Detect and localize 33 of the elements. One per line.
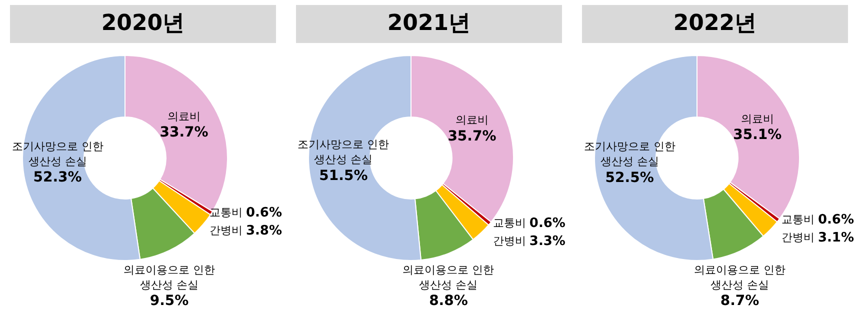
data-label: 52.5%	[605, 170, 654, 186]
data-label: 33.7%	[160, 124, 208, 141]
slice-label: 간병비	[781, 231, 814, 244]
data-label: 0.6%	[246, 205, 282, 220]
slice-label: 조기사망으로 인한 생산성 손실	[584, 140, 676, 168]
data-label: 35.1%	[733, 127, 782, 144]
chart-title: 2021년	[296, 5, 562, 43]
slice-label: 교통비	[209, 206, 242, 219]
data-label: 8.8%	[429, 293, 468, 310]
chart-title: 2022년	[582, 5, 848, 43]
data-label: 35.7%	[448, 128, 496, 144]
data-label: 8.7%	[720, 293, 760, 310]
slice-label: 의료비	[740, 112, 774, 126]
data-label: 0.6%	[818, 212, 854, 228]
slice-label: 조기사망으로 인한 생산성 손실	[298, 138, 390, 166]
slice-label: 의료이용으로 인한 생산성 손실	[124, 263, 216, 292]
data-label: 52.3%	[33, 170, 82, 186]
slice-label: 간병비	[209, 224, 242, 237]
slice-label: 간병비	[492, 234, 526, 248]
data-label: 3.3%	[529, 234, 566, 249]
data-label: 0.6%	[529, 216, 566, 231]
data-label: 9.5%	[150, 293, 189, 310]
slice-label: 의료비	[455, 114, 488, 127]
slice-label: 의료이용으로 인한 생산성 손실	[402, 263, 494, 292]
slice-label: 교통비	[781, 213, 814, 226]
data-label: 3.8%	[246, 223, 282, 238]
slice-label: 의료비	[168, 110, 201, 123]
slice-label: 의료이용으로 인한 생산성 손실	[694, 263, 786, 292]
data-label: 51.5%	[319, 168, 368, 184]
slice-label: 교통비	[492, 216, 526, 230]
data-label: 3.1%	[818, 230, 854, 246]
chart-title: 2020년	[10, 5, 276, 43]
slice-label: 조기사망으로 인한 생산성 손실	[12, 140, 104, 168]
